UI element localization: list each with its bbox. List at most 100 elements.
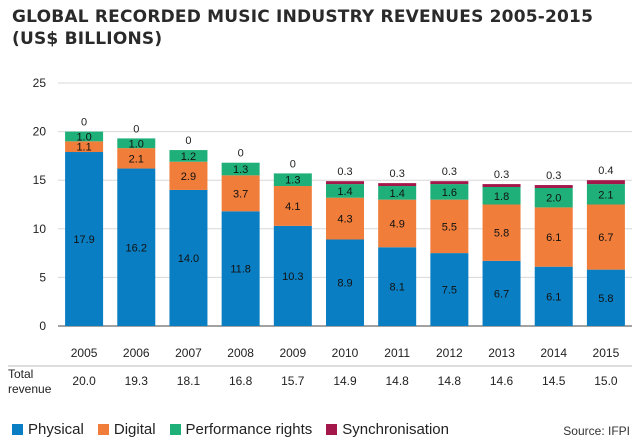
x-tick-label: 2007 [175,346,202,360]
data-label-performance: 1.6 [442,187,457,199]
legend-item-performance: Performance rights [169,421,313,438]
total-revenue-label-line2: revenue [8,382,52,396]
data-label-digital: 4.3 [337,214,352,226]
x-tick-label: 2014 [540,346,567,360]
bar-segment-performance [326,184,364,198]
total-revenue-value: 14.9 [333,374,357,388]
bar-segment-performance [534,187,573,208]
legend-swatch [169,424,181,435]
data-label-synchronisation: 0 [238,148,244,160]
bar-segment-digital [534,207,573,267]
bar-segment-performance [273,173,312,187]
bar-segment-physical [482,260,521,326]
bar-segment-performance [169,150,208,162]
data-label-physical: 8.9 [337,278,352,290]
data-label-physical: 5.8 [598,293,613,305]
x-tick-label: 2011 [384,346,410,360]
bar-segment-sync [534,185,573,188]
legend-item-sync: Synchronisation [326,421,449,438]
data-label-digital: 6.1 [546,232,561,244]
chart-title-line2: (US$ BILLIONS) [12,29,163,49]
data-label-synchronisation: 0 [133,123,139,135]
total-revenue-value: 15.7 [281,374,305,388]
data-label-digital: 2.9 [181,171,196,183]
legend-swatch [326,424,338,435]
bar-segment-digital [430,199,469,254]
total-revenue-value: 18.1 [177,374,201,388]
x-tick-label: 2006 [123,346,150,360]
data-label-performance: 1.4 [390,188,405,200]
chart-title-line1: GLOBAL RECORDED MUSIC INDUSTRY REVENUES … [12,7,594,27]
data-label-synchronisation: 0.3 [390,168,405,180]
bar-segment-performance [430,184,469,200]
data-label-digital: 5.8 [494,228,509,240]
y-tick-label: 20 [33,125,47,139]
total-revenue-value: 19.3 [125,374,149,388]
data-label-physical: 16.2 [126,242,147,254]
data-label-synchronisation: 0.3 [442,166,457,178]
total-revenue-label-line1: Total [8,367,33,381]
bar-segment-sync [326,181,364,185]
data-label-synchronisation: 0.4 [598,165,613,177]
data-label-digital: 3.7 [233,188,248,200]
bar-segment-physical [169,189,208,326]
data-label-physical: 6.7 [494,288,509,300]
data-label-digital: 5.5 [442,221,457,233]
total-revenue-value: 14.6 [490,374,514,388]
data-label-performance: 2.1 [598,189,613,201]
x-tick-label: 2013 [488,346,515,360]
bar-segment-digital [117,148,156,169]
bar-segment-digital [65,141,104,153]
bar-segment-performance [482,187,521,205]
x-tick-label: 2009 [279,346,306,360]
data-label-synchronisation: 0.3 [337,166,352,178]
bar-segment-physical [65,152,104,326]
y-tick-label: 15 [33,173,47,187]
total-revenue-value: 16.8 [229,374,253,388]
bar-segment-digital [586,204,625,270]
bar-segment-digital [273,186,312,226]
bar-segment-performance [65,131,104,142]
data-label-synchronisation: 0.3 [494,169,509,181]
data-label-performance: 1.3 [285,175,300,187]
legend-label: Performance rights [185,421,313,438]
bar-segment-digital [326,197,364,240]
data-label-digital: 2.1 [129,153,144,165]
bar-segment-sync [586,180,625,185]
data-label-performance: 1.0 [76,131,91,143]
total-revenue-value: 14.8 [386,374,410,388]
bar-segment-physical [221,211,260,326]
data-label-performance: 1.4 [337,186,352,198]
bar-segment-physical [117,168,156,326]
data-label-performance: 1.8 [494,191,509,203]
chart-title: GLOBAL RECORDED MUSIC INDUSTRY REVENUES … [12,6,632,50]
data-label-performance: 2.0 [546,193,561,205]
bar-segment-physical [534,266,573,326]
data-label-digital: 1.1 [76,142,91,154]
data-label-physical: 17.9 [73,234,94,246]
bar-segment-physical [378,247,417,326]
y-tick-label: 10 [33,222,47,236]
data-label-performance: 1.0 [129,138,144,150]
y-tick-label: 5 [39,270,46,284]
bar-segment-digital [482,204,521,261]
source-note: Source: IFPI [563,424,630,438]
data-label-physical: 14.0 [178,253,199,265]
bar-segment-performance [378,186,417,200]
bar-segment-performance [117,138,156,149]
x-tick-label: 2008 [227,346,254,360]
data-label-physical: 6.1 [546,291,561,303]
data-label-digital: 4.1 [285,201,300,213]
bar-segment-sync [430,181,469,185]
bar-segment-digital [169,161,208,190]
bar-segment-digital [221,175,260,212]
legend-label: Synchronisation [342,421,449,438]
total-revenue-value: 20.0 [72,374,96,388]
legend-swatch [12,424,23,435]
bar-segment-digital [378,199,417,248]
bar-segment-physical [273,225,312,326]
x-tick-label: 2015 [593,346,620,360]
data-label-performance: 1.3 [233,164,248,176]
data-label-synchronisation: 0.3 [546,170,561,182]
legend-item-physical: Physical [12,421,84,438]
